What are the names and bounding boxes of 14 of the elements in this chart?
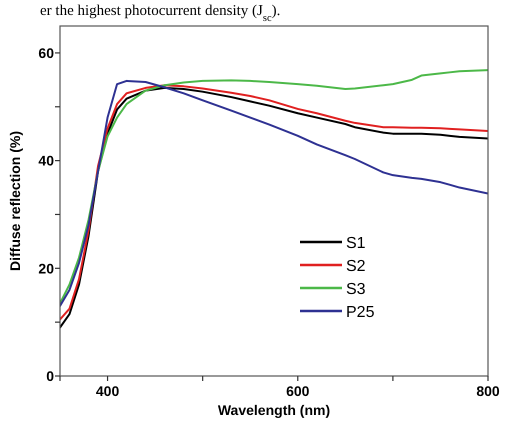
y-axis-title: Diffuse reflection (%) <box>7 130 23 272</box>
x-tick-label: 400 <box>96 383 120 399</box>
x-tick-label: 800 <box>476 383 500 399</box>
y-tick-label: 0 <box>46 368 54 384</box>
legend-label: S2 <box>346 258 366 275</box>
legend-label: S3 <box>346 281 366 298</box>
y-tick-label: 40 <box>38 152 54 169</box>
x-tick-label: 600 <box>286 383 310 399</box>
y-tick-label: 60 <box>38 44 54 61</box>
x-axis-title: Wavelength (nm) <box>218 402 330 418</box>
legend-label: S1 <box>346 235 366 252</box>
text: er the highest photocurrent density (J$_{sc}$). <box>40 3 280 24</box>
y-tick-label: 20 <box>38 260 54 276</box>
legend-label: P25 <box>346 304 375 321</box>
